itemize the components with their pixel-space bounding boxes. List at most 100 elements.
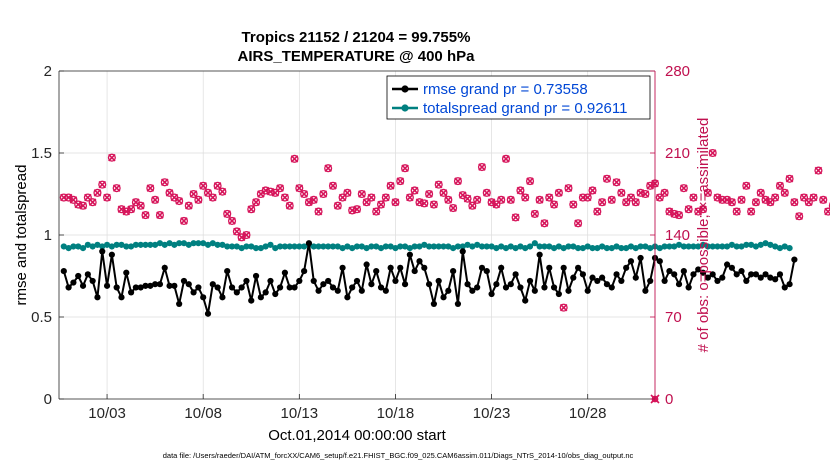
obs-point-circle-130 [684,205,693,214]
spread-point-9 [103,241,111,248]
obs-point-circle-115 [612,178,621,187]
spread-point-16 [137,241,144,248]
spread-point-7 [94,241,101,248]
obs-point-circle-147 [766,198,775,207]
spread-point-70 [397,243,404,250]
obs-point-65 [372,207,381,216]
spread-point-89 [488,243,495,250]
obs-point-circle-73 [410,186,419,195]
obs-point-circle-55 [324,164,333,173]
obs-point-cross-b-110 [588,186,597,195]
obs-point-70 [396,177,405,186]
spread-point-0 [60,243,67,250]
obs-point-circle-145 [756,188,765,197]
obs-point-72 [405,193,414,202]
spread-point-73 [411,243,418,250]
rmse-point-10 [108,251,115,258]
obs-point-62 [357,189,366,199]
spread-point-108 [579,245,587,252]
obs-point-circle-109 [583,193,592,202]
rmse-point-151 [786,281,793,288]
obs-point-cross-b-89 [487,198,496,206]
spread-point-115 [613,243,620,250]
spread-point-15 [132,241,140,248]
spread-point-83 [459,243,466,250]
spread-point-19 [152,241,159,248]
rmse-point-140 [733,271,740,278]
obs-point-cross-b-8 [98,180,107,189]
obs-point-circle-96 [521,193,530,202]
spread-point-12 [118,241,125,248]
rmse-point-114 [608,284,615,291]
rmse-point-1 [65,284,72,291]
obs-point-cross-b-64 [367,193,376,202]
obs-point-cross-b-132 [694,207,703,216]
obs-point-cross-b-91 [497,196,505,204]
obs-point-cross-b-146 [761,196,770,204]
obs-point-circle-18 [146,184,155,193]
obs-point-21 [160,178,169,187]
spread-point-125 [661,243,668,250]
obs-point-circle-160 [828,202,830,209]
spread-point-97 [526,243,534,250]
obs-point-100 [540,219,549,228]
obs-point-19 [151,195,160,204]
obs-point-cross-b-80 [444,196,453,204]
obs-point-circle-124 [655,193,664,202]
obs-point-circle-154 [799,193,809,202]
rmse-point-22 [166,282,173,289]
obs-point-circle-10 [107,153,116,162]
obs-point-circle-81 [449,204,458,213]
spread-point-98 [531,240,538,247]
obs-point-cross-b-4 [79,201,87,210]
rmse-point-30 [204,310,212,317]
obs-point-circle-71 [401,164,410,173]
rmse-point-68 [387,264,394,271]
rmse-point-37 [238,284,245,291]
obs-point-114 [607,195,616,204]
spread-point-38 [243,243,250,250]
obs-point-78 [434,180,443,189]
obs-point-cross-b-52 [309,196,318,204]
obs-point-86 [473,195,482,204]
obs-point-cross-b-1 [64,193,73,202]
rmse-point-99 [536,251,543,258]
spread-point-31 [209,240,216,247]
obs-point-cross-b-111 [593,207,602,216]
rmse-point-148 [772,276,779,283]
rmse-point-128 [675,281,683,288]
obs-point-circle-82 [453,177,462,186]
obs-point-cross-b-77 [430,200,438,209]
obs-point-cross-b-27 [189,190,198,198]
rmse-point-7 [94,294,101,301]
rmse-point-152 [791,256,798,263]
obs-point-circle-149 [775,181,785,190]
rmse-point-141 [738,267,745,275]
spread-point-118 [627,243,635,250]
obs-point-cross-b-12 [117,205,126,213]
obs-point-50 [300,189,309,199]
rmse-point-126 [666,267,673,275]
x-tick-label-0: 10/03 [88,405,126,422]
obs-point-circle-79 [439,188,448,197]
obs-point-circle-112 [598,198,607,207]
spread-point-28 [195,240,202,247]
spread-point-35 [228,243,236,250]
spread-point-120 [637,243,644,250]
obs-point-34 [223,209,232,218]
obs-point-cross-b-126 [665,207,674,216]
spread-point-29 [200,240,207,247]
spread-point-26 [185,241,192,248]
obs-point-cross-b-25 [180,217,188,225]
spread-point-86 [474,241,481,248]
spread-point-61 [353,243,361,250]
obs-point-107 [574,219,583,228]
obs-point-cross-b-34 [223,210,231,218]
obs-point-circle-4 [78,201,88,210]
obs-point-cross-b-96 [521,193,529,202]
obs-point-cross-b-152 [790,198,799,206]
obs-point-circle-46 [280,193,289,202]
spread-point-56 [329,243,337,250]
obs-point-circle-107 [574,219,583,228]
y-left-tick-label-1: 0.5 [31,309,52,326]
